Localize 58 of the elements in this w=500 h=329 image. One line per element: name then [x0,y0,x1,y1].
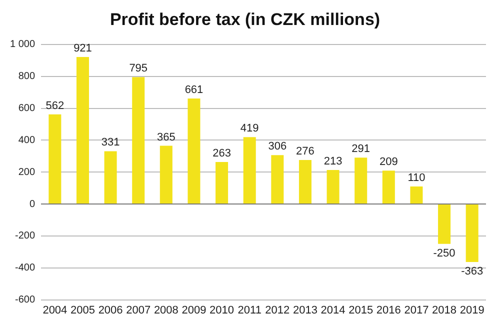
bar [48,114,62,204]
y-tick-label: 800 [18,71,36,82]
bar [298,160,312,204]
y-tick-label: 1 000 [10,39,36,50]
data-label: 795 [129,62,148,75]
bar [216,162,228,204]
data-label: 419 [240,122,259,135]
x-tick-label: 2015 [348,304,374,316]
data-label: 306 [268,140,287,153]
bar [410,186,423,204]
x-tick-label: 2007 [126,304,151,316]
data-label: -363 [461,266,484,278]
data-label: 331 [101,136,120,149]
bar [438,204,451,244]
x-tick-label: 2006 [98,304,123,316]
data-label: 365 [156,131,176,144]
x-tick-label: 2013 [292,304,318,316]
y-tick-label: 0 [29,198,36,210]
chart-title: Profit before tax (in CZK millions) [110,10,380,29]
data-label: 661 [184,84,204,96]
y-tick-label: 400 [18,134,36,146]
data-label: 209 [379,156,398,168]
data-label: 562 [46,100,64,112]
x-tick-label: 2011 [238,304,262,316]
x-tick-label: 2018 [432,304,457,316]
bar [271,155,284,204]
x-tick-label: 2010 [210,304,234,316]
data-label: 213 [324,156,342,168]
data-label: 921 [74,42,92,55]
bar [326,170,340,204]
x-tick-label: 2008 [154,304,178,316]
bar [104,151,117,204]
x-tick-label: 2012 [265,304,290,316]
x-tick-label: 2014 [320,304,346,316]
data-label: 291 [352,143,370,156]
bar [76,57,89,204]
x-tick-label: 2016 [376,304,401,316]
y-tick-label: -600 [15,294,36,306]
x-tick-label: 2017 [404,304,429,316]
y-tick-label: 600 [18,103,36,114]
x-tick-label: 2009 [182,304,206,316]
data-label: 110 [408,172,426,184]
bar [160,146,172,204]
bar [132,77,145,204]
x-tick-label: 2004 [42,304,68,316]
data-label: 276 [296,146,314,158]
bar [466,204,478,262]
bar [354,158,368,204]
data-label: -250 [433,247,456,260]
x-tick-label: 2005 [70,304,95,316]
x-tick-label: 2019 [460,304,484,316]
y-tick-label: -200 [15,230,36,242]
data-label: 263 [212,148,231,160]
bar [382,170,395,204]
y-tick-label: 200 [18,166,36,178]
bar [188,98,200,204]
y-tick-label: -400 [15,262,36,274]
bar [243,137,256,204]
